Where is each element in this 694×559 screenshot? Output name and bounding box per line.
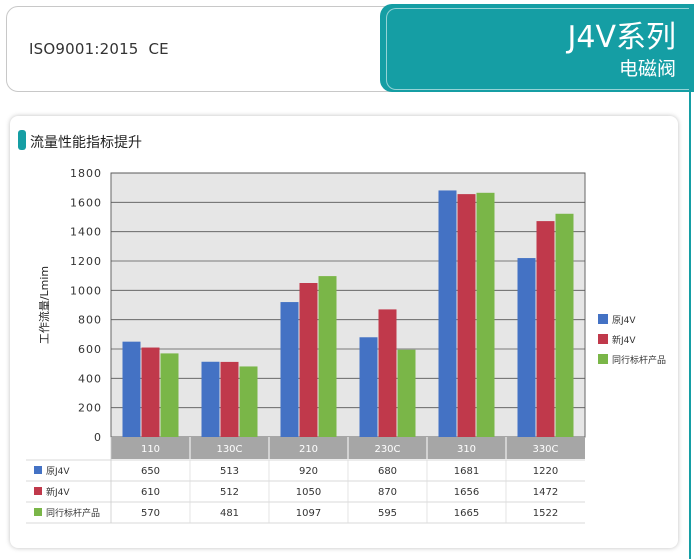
table-series-swatch xyxy=(34,508,42,516)
bar xyxy=(201,361,220,437)
x-tick-label: 330C xyxy=(532,444,558,455)
legend-swatch xyxy=(598,354,608,364)
table-series-name: 新J4V xyxy=(46,486,70,498)
table-series-name: 原J4V xyxy=(46,466,70,477)
legend-swatch xyxy=(598,314,608,324)
bar xyxy=(536,221,555,437)
table-value: 1656 xyxy=(454,487,479,498)
table-series-swatch xyxy=(34,487,42,495)
y-tick-label: 0 xyxy=(94,431,102,444)
bar xyxy=(280,302,299,437)
table-value: 513 xyxy=(220,466,239,477)
table-series-name: 同行标杆产品 xyxy=(46,507,100,519)
series-title-banner xyxy=(380,4,694,92)
table-value: 610 xyxy=(141,487,160,498)
bar xyxy=(239,366,258,437)
table-value: 481 xyxy=(220,508,239,519)
table-value: 650 xyxy=(141,466,160,477)
legend-label: 同行标杆产品 xyxy=(612,354,666,366)
section-title: 流量性能指标提升 xyxy=(30,135,142,151)
bar xyxy=(160,353,179,437)
bar xyxy=(555,213,574,437)
bar xyxy=(457,194,476,437)
x-tick-label: 230C xyxy=(374,444,400,455)
plot-area xyxy=(110,172,586,438)
y-tick-label: 600 xyxy=(78,343,102,356)
x-tick-label: 310 xyxy=(457,444,476,455)
table-value: 1522 xyxy=(533,508,558,519)
table-value: 1472 xyxy=(533,487,558,498)
y-tick-label: 1000 xyxy=(70,284,102,297)
table-value: 870 xyxy=(378,487,397,498)
series-title: J4V系列 xyxy=(567,20,676,55)
bar xyxy=(476,192,495,437)
table-value: 595 xyxy=(378,508,397,519)
series-title-banner-border xyxy=(386,8,689,90)
table-value: 570 xyxy=(141,508,160,519)
y-tick-label: 1800 xyxy=(70,167,102,180)
table-value: 920 xyxy=(299,466,318,477)
bar xyxy=(378,309,397,437)
bar xyxy=(141,347,160,437)
table-series-swatch xyxy=(34,466,42,474)
table-value: 1050 xyxy=(296,487,321,498)
bar xyxy=(220,361,239,437)
x-tick-label: 110 xyxy=(141,444,160,455)
y-axis-label: 工作流量/Lmim xyxy=(37,266,51,344)
table-value: 1681 xyxy=(454,466,479,477)
x-tick-label: 130C xyxy=(216,444,242,455)
y-tick-label: 1400 xyxy=(70,226,102,239)
section-marker-icon xyxy=(18,130,26,150)
series-subtitle: 电磁阀 xyxy=(618,58,676,80)
table-value: 512 xyxy=(220,487,239,498)
table-value: 680 xyxy=(378,466,397,477)
bar xyxy=(299,283,318,437)
bar xyxy=(122,341,141,437)
y-tick-label: 400 xyxy=(78,372,102,385)
legend-label: 新J4V xyxy=(612,334,636,346)
legend-swatch xyxy=(598,334,608,344)
certification-text: ISO9001:2015 CE xyxy=(29,40,169,58)
bar xyxy=(438,190,457,437)
bar xyxy=(318,276,337,437)
y-tick-label: 1600 xyxy=(70,196,102,209)
y-tick-label: 800 xyxy=(78,314,102,327)
y-tick-label: 200 xyxy=(78,402,102,415)
y-tick-label: 1200 xyxy=(70,255,102,268)
bar xyxy=(517,258,536,437)
table-value: 1220 xyxy=(533,466,558,477)
x-tick-label: 210 xyxy=(299,444,318,455)
bar xyxy=(359,337,378,437)
bar xyxy=(397,349,416,437)
header-certification-box: ISO9001:2015 CE xyxy=(6,6,428,92)
accent-edge-line xyxy=(689,92,691,559)
legend-label: 原J4V xyxy=(612,315,636,326)
table-value: 1097 xyxy=(296,508,321,519)
table-value: 1665 xyxy=(454,508,479,519)
